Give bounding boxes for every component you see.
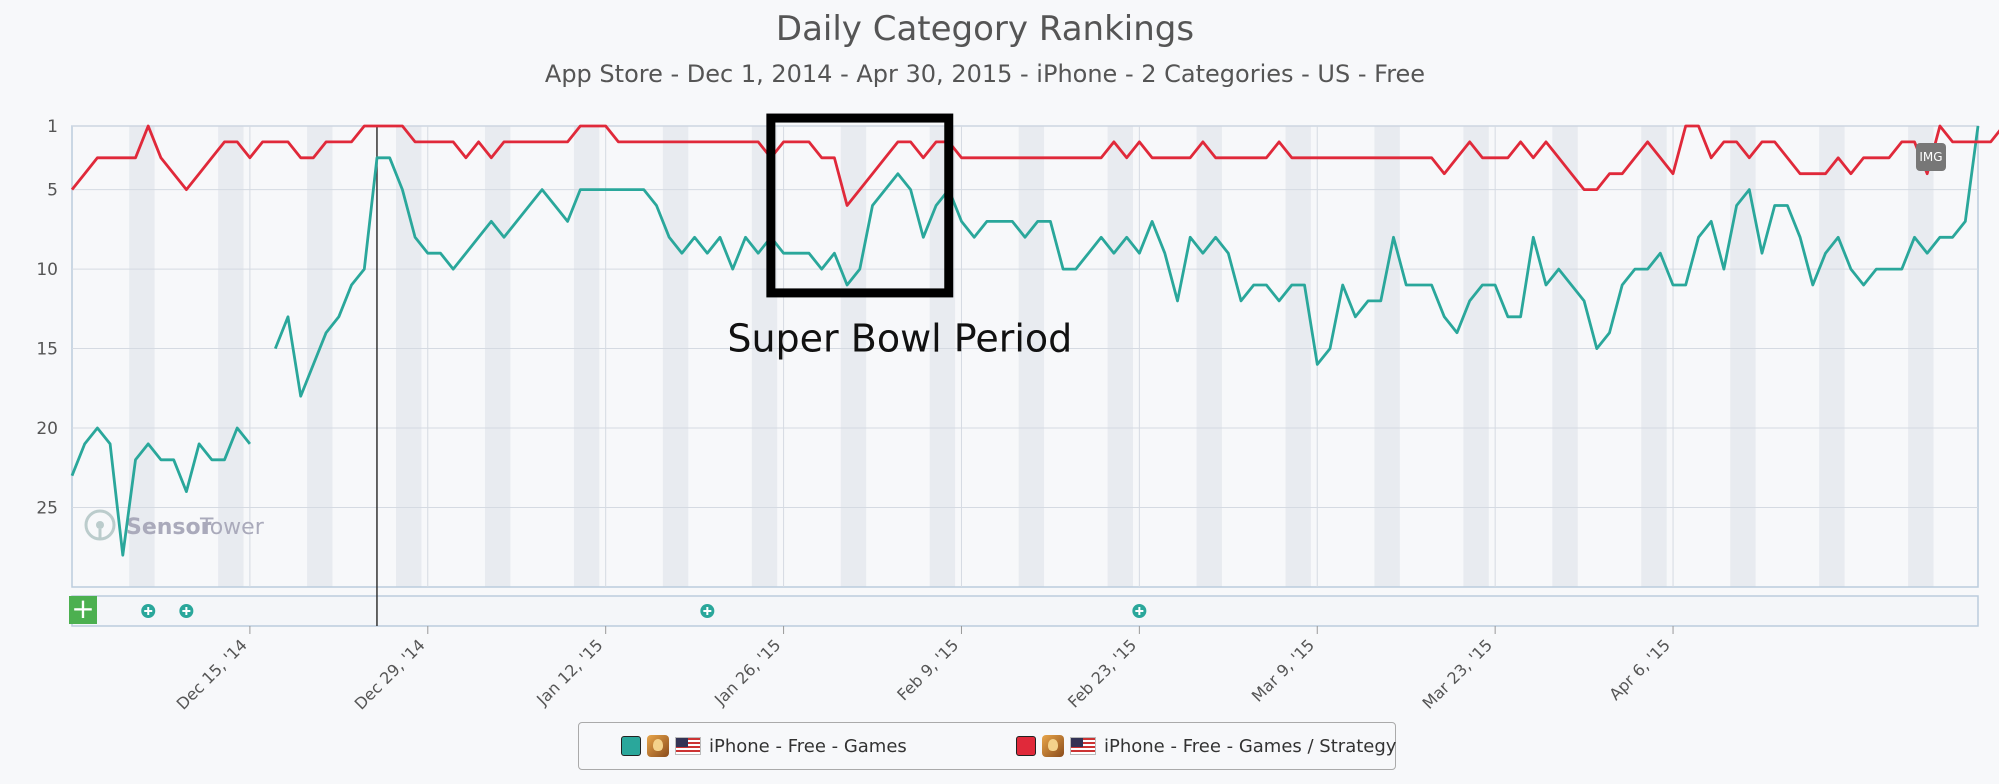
legend-swatch-games: [621, 736, 641, 756]
y-tick-label: 25: [36, 499, 58, 519]
x-tick-label: Mar 9, '15: [1248, 635, 1318, 705]
annotation: Super Bowl Period: [727, 113, 1072, 361]
weekend-band: [1018, 126, 1045, 587]
weekend-band: [484, 126, 511, 587]
x-tick-label: Feb 23, '15: [1064, 635, 1140, 711]
x-tick-label: Apr 6, '15: [1605, 635, 1674, 704]
weekend-band: [129, 126, 155, 587]
watermark-tower: Tower: [199, 515, 265, 540]
x-tick-label: Feb 9, '15: [893, 635, 962, 704]
weekend-bands: [129, 126, 1934, 626]
chart-legend: iPhone - Free - Games iPhone - Free - Ga…: [578, 722, 1396, 770]
weekend-band: [1819, 126, 1845, 587]
weekend-band: [662, 126, 689, 587]
legend-swatch-strategy: [1016, 736, 1036, 756]
chart-subtitle: App Store - Dec 1, 2014 - Apr 30, 2015 -…: [545, 60, 1425, 88]
y-tick-label: 20: [36, 419, 58, 439]
weekend-band: [1107, 126, 1134, 587]
legend-item-games[interactable]: iPhone - Free - Games: [621, 735, 907, 757]
y-tick-label: 1: [47, 117, 58, 137]
legend-label-games: iPhone - Free - Games: [709, 735, 907, 757]
x-tick-label: Dec 15, '14: [173, 635, 251, 713]
x-tick-label: Mar 23, '15: [1419, 635, 1496, 712]
weekend-band: [573, 126, 600, 587]
legend-item-strategy[interactable]: iPhone - Free - Games / Strategy: [1016, 735, 1396, 757]
series-line-0: [70, 125, 1980, 557]
annotation-label: Super Bowl Period: [727, 317, 1072, 361]
y-tick-label: 15: [36, 340, 58, 360]
series-lines: [70, 124, 1999, 557]
weekend-band: [218, 126, 244, 587]
weekend-band: [1552, 126, 1578, 587]
x-axis-ticks: Dec 15, '14 Dec 29, '14 Jan 12, '15 Jan 26,…: [173, 635, 1674, 713]
x-tick-label: Jan 26, '15: [710, 635, 784, 709]
weekend-band: [1641, 126, 1667, 587]
event-strip: [71, 595, 1979, 627]
annotation-box: [766, 113, 954, 298]
weekend-band: [396, 126, 422, 587]
us-flag-icon: [1070, 737, 1096, 755]
weekend-band: [1463, 126, 1489, 587]
weekend-band: [1196, 126, 1222, 587]
x-tick-label: Jan 12, '15: [532, 635, 606, 709]
add-event-button[interactable]: +: [69, 595, 97, 624]
export-image-button[interactable]: IMG: [1916, 143, 1946, 171]
x-tick-label: Dec 29, '14: [351, 635, 429, 713]
weekend-band: [1285, 126, 1311, 587]
us-flag-icon: [675, 737, 701, 755]
weekend-band: [1908, 126, 1934, 587]
y-tick-label: 5: [47, 181, 58, 201]
weekend-band: [1374, 126, 1400, 587]
legend-label-strategy: iPhone - Free - Games / Strategy: [1104, 735, 1397, 757]
app-icon: [1042, 735, 1064, 757]
chart-title: Daily Category Rankings: [776, 9, 1194, 49]
watermark-sensor: Sensor: [126, 515, 212, 540]
app-icon: [647, 735, 669, 757]
event-markers: [141, 604, 1147, 618]
gridlines: [71, 125, 1979, 634]
weekend-band: [307, 126, 333, 587]
series-line-1: [70, 124, 1999, 207]
y-tick-label: 10: [36, 260, 58, 280]
sensor-tower-watermark: Sensor Tower: [84, 509, 265, 541]
